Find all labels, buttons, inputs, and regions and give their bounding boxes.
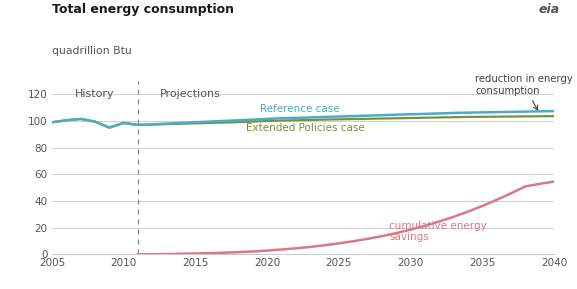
Text: quadrillion Btu: quadrillion Btu [52,46,132,56]
Text: Extended Policies case: Extended Policies case [246,123,364,133]
Text: cumulative energy
savings: cumulative energy savings [389,221,487,242]
Text: eia: eia [538,3,560,16]
Text: Total energy consumption: Total energy consumption [52,3,234,16]
Text: Reference case: Reference case [260,104,339,114]
Text: Projections: Projections [159,89,220,99]
Text: reduction in energy
consumption: reduction in energy consumption [475,74,573,110]
Text: History: History [75,89,115,99]
